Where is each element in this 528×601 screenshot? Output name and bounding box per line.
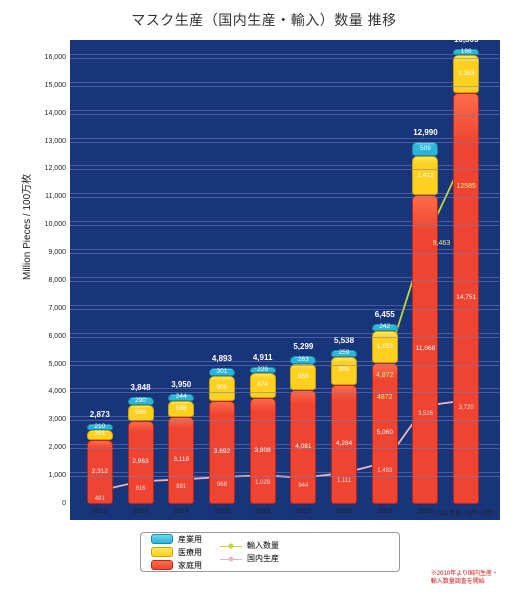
bar-column: 2,963595290: [128, 397, 154, 504]
import-line-swatch: [220, 542, 242, 550]
bar-column: 4,081955263: [290, 356, 316, 504]
legend-col-bars: 産業用 医療用 家庭用: [151, 537, 202, 567]
bar-segment: 301: [209, 368, 235, 376]
bar-segment: 4,081: [290, 390, 316, 504]
red-swatch: [151, 560, 173, 570]
bar-total-label: 6,455: [375, 310, 395, 319]
bar-segment: 5,060: [372, 363, 398, 504]
yaxis-label: Million Pieces / 100万枚: [18, 174, 33, 280]
xtick: 2016: [255, 508, 271, 515]
ytick: 14,000: [32, 110, 66, 117]
ytick: 13,000: [32, 138, 66, 145]
bar-segment: 2,963: [128, 421, 154, 504]
xtick: 2012: [92, 508, 108, 515]
bar-total-label: 5,299: [293, 342, 313, 351]
legend: 産業用 医療用 家庭用 輸入数量 国内生産: [140, 532, 400, 572]
bar-segment: 874: [250, 373, 276, 397]
bar-segment: 3,692: [209, 401, 235, 504]
domestic-line-swatch: [220, 555, 242, 563]
bar-segment: 595: [128, 405, 154, 422]
bar-segment: 1,153: [372, 331, 398, 363]
legend-household: 家庭用: [151, 560, 202, 571]
bar-total-label: 2,873: [90, 410, 110, 419]
bar-segment: 588: [168, 401, 194, 417]
xtick: 2013: [133, 508, 149, 515]
bar-segment: 244: [168, 394, 194, 401]
ytick: 5,000: [32, 361, 66, 368]
bar-column: 3,808874229: [250, 367, 276, 504]
xtick: 2015: [214, 508, 230, 515]
chart-title: マスク生産（国内生産・輸入）数量 推移: [0, 10, 528, 30]
bar-total-label: 3,848: [131, 383, 151, 392]
bar-segment: 210: [87, 424, 113, 430]
yellow-swatch: [151, 547, 173, 557]
ytick: 0: [32, 500, 66, 507]
bar-column: 2,312351210: [87, 424, 113, 504]
ytick: 10,000: [32, 221, 66, 228]
ytick: 11,000: [32, 193, 66, 200]
bar-segment: 1,353: [453, 55, 479, 93]
ytick: 6,000: [32, 333, 66, 340]
legend-domestic: 国内生産: [220, 553, 279, 564]
cyan-swatch: [151, 534, 173, 544]
bar-total-label: 4,893: [212, 354, 232, 363]
legend-medical: 医療用: [151, 547, 202, 558]
legend-industrial: 産業用: [151, 534, 202, 545]
bar-segment: 263: [290, 356, 316, 363]
bar-segment: 242: [372, 324, 398, 331]
bar-segment: 196: [453, 49, 479, 55]
bar-column: 14,7511,353196: [453, 50, 479, 504]
bar-segment: 3,808: [250, 398, 276, 504]
bar-segment: 955: [290, 364, 316, 391]
bar-segment: 229: [250, 367, 276, 373]
ytick: 4,000: [32, 388, 66, 395]
bar-segment: 1,412: [412, 156, 438, 195]
bar-segment: 290: [128, 397, 154, 405]
chart-page: マスク生産（国内生産・輸入）数量 推移 Million Pieces / 100…: [0, 0, 528, 601]
bar-segment: 259: [331, 350, 357, 357]
xtick: 2020: [418, 508, 434, 515]
bar-total-label: 12,990: [413, 128, 437, 137]
legend-col-lines: 輸入数量 国内生産: [220, 537, 279, 567]
ytick: 7,000: [32, 305, 66, 312]
bar-total-label: 3,950: [171, 380, 191, 389]
bar-segment: 900: [209, 376, 235, 401]
xtick: 2018: [336, 508, 352, 515]
ytick: 2,000: [32, 444, 66, 451]
ytick: 12,000: [32, 165, 66, 172]
ytick: 9,000: [32, 249, 66, 256]
bar-total-label: 4,911: [253, 353, 273, 362]
bar-segment: 4,284: [331, 385, 357, 504]
xtick: 2019: [377, 508, 393, 515]
bar-segment: 11,068: [412, 195, 438, 504]
ytick: 16,000: [32, 54, 66, 61]
bar-total-label: 16,305: [454, 35, 478, 44]
bar-segment: 14,751: [453, 93, 479, 504]
ytick: 15,000: [32, 82, 66, 89]
bar-segment: 509: [412, 142, 438, 156]
ytick: 8,000: [32, 277, 66, 284]
xtick: 2021 年度（4月～3月）: [434, 508, 498, 517]
bar-segment: 995: [331, 357, 357, 385]
ytick: 3,000: [32, 416, 66, 423]
bar-segment: 351: [87, 430, 113, 440]
legend-import: 輸入数量: [220, 540, 279, 551]
footnote: ※2010年より国内生産・輸入数量調査を開始: [431, 571, 498, 587]
bar-column: 4,284995259: [331, 350, 357, 504]
xtick: 2017: [296, 508, 312, 515]
bar-column: 11,0681,412509: [412, 142, 438, 504]
ytick: 1,000: [32, 472, 66, 479]
xtick: 2014: [173, 508, 189, 515]
bar-column: 3,692900301: [209, 368, 235, 504]
bar-segment: 3,118: [168, 417, 194, 504]
